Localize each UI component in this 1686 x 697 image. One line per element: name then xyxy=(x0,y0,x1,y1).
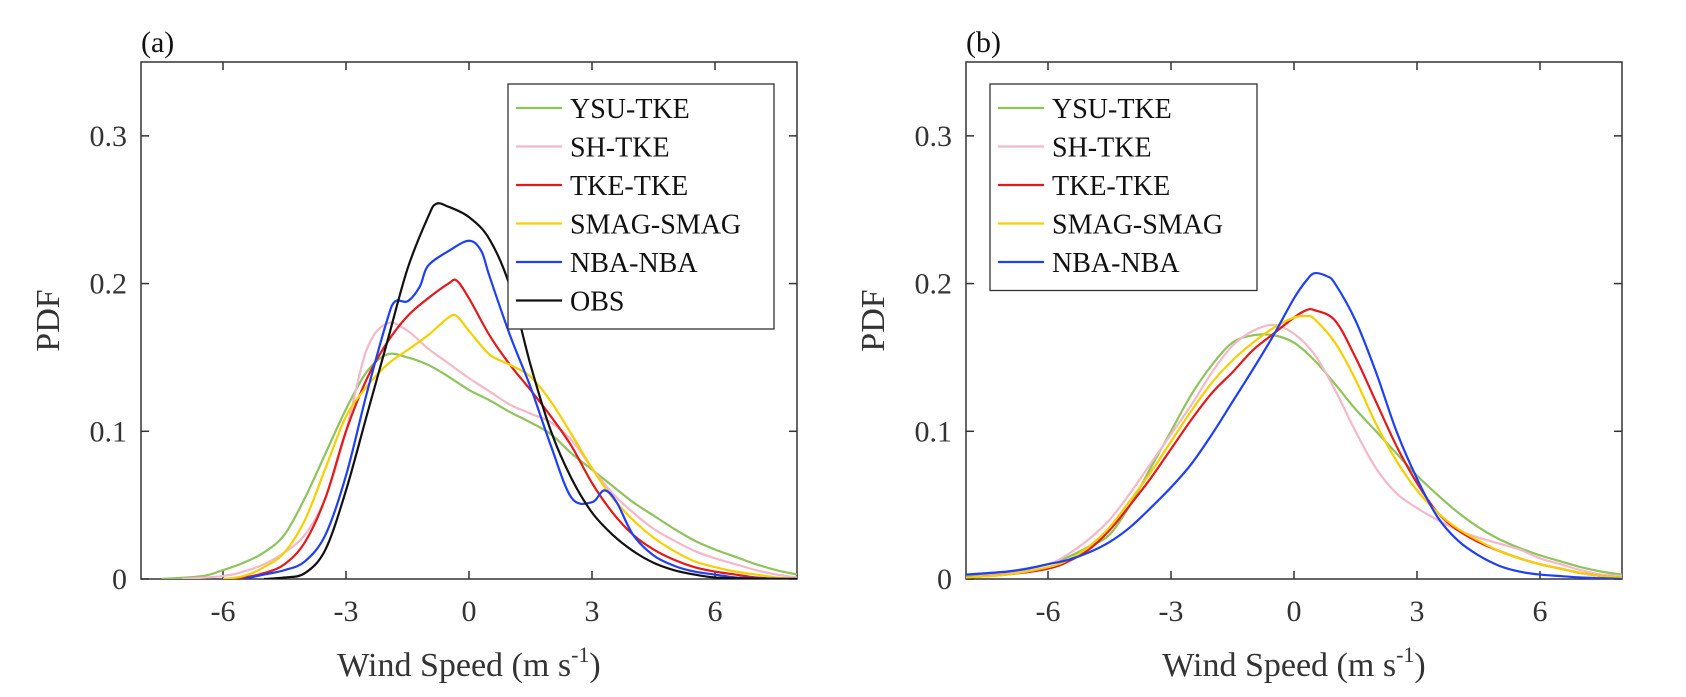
y-tick-label: 0.3 xyxy=(90,120,128,153)
series-line-ysu-tke xyxy=(161,352,797,579)
x-tick-label: -3 xyxy=(334,595,359,628)
y-tick-label: 0.2 xyxy=(90,268,128,301)
chart-panel-a: -6 -3 0 3 6 0 0.1 0.2 0.3 (a) Wind Speed (m s-1) PD… xyxy=(30,26,798,684)
x-tick-label: 0 xyxy=(462,595,477,628)
series-line-nba-nba xyxy=(243,239,797,579)
y-tick-label: 0.3 xyxy=(915,120,953,153)
y-tick-label: 0 xyxy=(112,563,127,596)
panel-label: (b) xyxy=(966,26,1001,59)
series-line-ysu-tke xyxy=(966,333,1622,578)
legend-label: NBA-NBA xyxy=(1052,248,1180,279)
series-line-tke-tke xyxy=(966,307,1622,579)
legend-box xyxy=(507,83,775,330)
legend-label: NBA-NBA xyxy=(570,248,698,279)
x-axis-label-superscript: -1 xyxy=(571,642,589,667)
y-axis-label: PDF xyxy=(855,289,892,351)
legend-label: SMAG-SMAG xyxy=(1052,210,1223,241)
legend-label: SH-TKE xyxy=(1052,133,1152,164)
x-tick-label: 6 xyxy=(1533,595,1548,628)
legend: YSU-TKE SH-TKE TKE-TKE SMAG-SMAG NBA-NBA xyxy=(989,83,1258,292)
series-line-smag-smag xyxy=(222,313,797,579)
x-tick-label: -6 xyxy=(211,595,236,628)
legend: YSU-TKE SH-TKE TKE-TKE SMAG-SMAG NBA-NBA OBS xyxy=(507,83,775,330)
series-group xyxy=(966,271,1622,579)
legend-label: SH-TKE xyxy=(570,133,670,164)
x-axis-label-main: Wind Speed (m s xyxy=(1162,647,1396,684)
chart-panel-b: -6 -3 0 3 6 0 0.1 0.2 0.3 (b) Wind Speed (m s-1) PD… xyxy=(855,26,1623,684)
series-line-smag-smag xyxy=(966,314,1622,579)
panel-label: (a) xyxy=(141,26,174,59)
y-tick-label: 0.1 xyxy=(90,415,128,448)
x-axis-label: Wind Speed (m s-1) xyxy=(337,642,600,684)
legend-label: OBS xyxy=(570,287,624,318)
legend-label: SMAG-SMAG xyxy=(570,210,741,241)
series-line-sh-tke xyxy=(966,323,1622,579)
series-line-tke-tke xyxy=(222,278,797,579)
series-line-nba-nba xyxy=(966,271,1622,579)
x-axis-label-main: Wind Speed (m s xyxy=(337,647,571,684)
x-tick-label: 0 xyxy=(1287,595,1302,628)
y-tick-label: 0.1 xyxy=(915,415,953,448)
x-tick-label: -6 xyxy=(1036,595,1061,628)
y-tick-label: 0.2 xyxy=(915,268,953,301)
x-axis-label-tail: ) xyxy=(589,647,600,684)
y-tick-label: 0 xyxy=(937,563,952,596)
x-tick-label: 3 xyxy=(585,595,600,628)
y-axis-label: PDF xyxy=(30,289,67,351)
legend-box xyxy=(989,83,1258,292)
legend-label: TKE-TKE xyxy=(570,171,688,202)
x-axis-label: Wind Speed (m s-1) xyxy=(1162,642,1425,684)
legend-label: TKE-TKE xyxy=(1052,171,1170,202)
x-tick-label: 3 xyxy=(1410,595,1425,628)
legend-label: YSU-TKE xyxy=(1052,94,1172,125)
x-tick-label: 6 xyxy=(708,595,723,628)
x-tick-label: -3 xyxy=(1159,595,1184,628)
legend-label: YSU-TKE xyxy=(570,94,690,125)
x-axis-label-tail: ) xyxy=(1414,647,1425,684)
series-line-sh-tke xyxy=(181,321,797,579)
x-axis-label-superscript: -1 xyxy=(1396,642,1414,667)
